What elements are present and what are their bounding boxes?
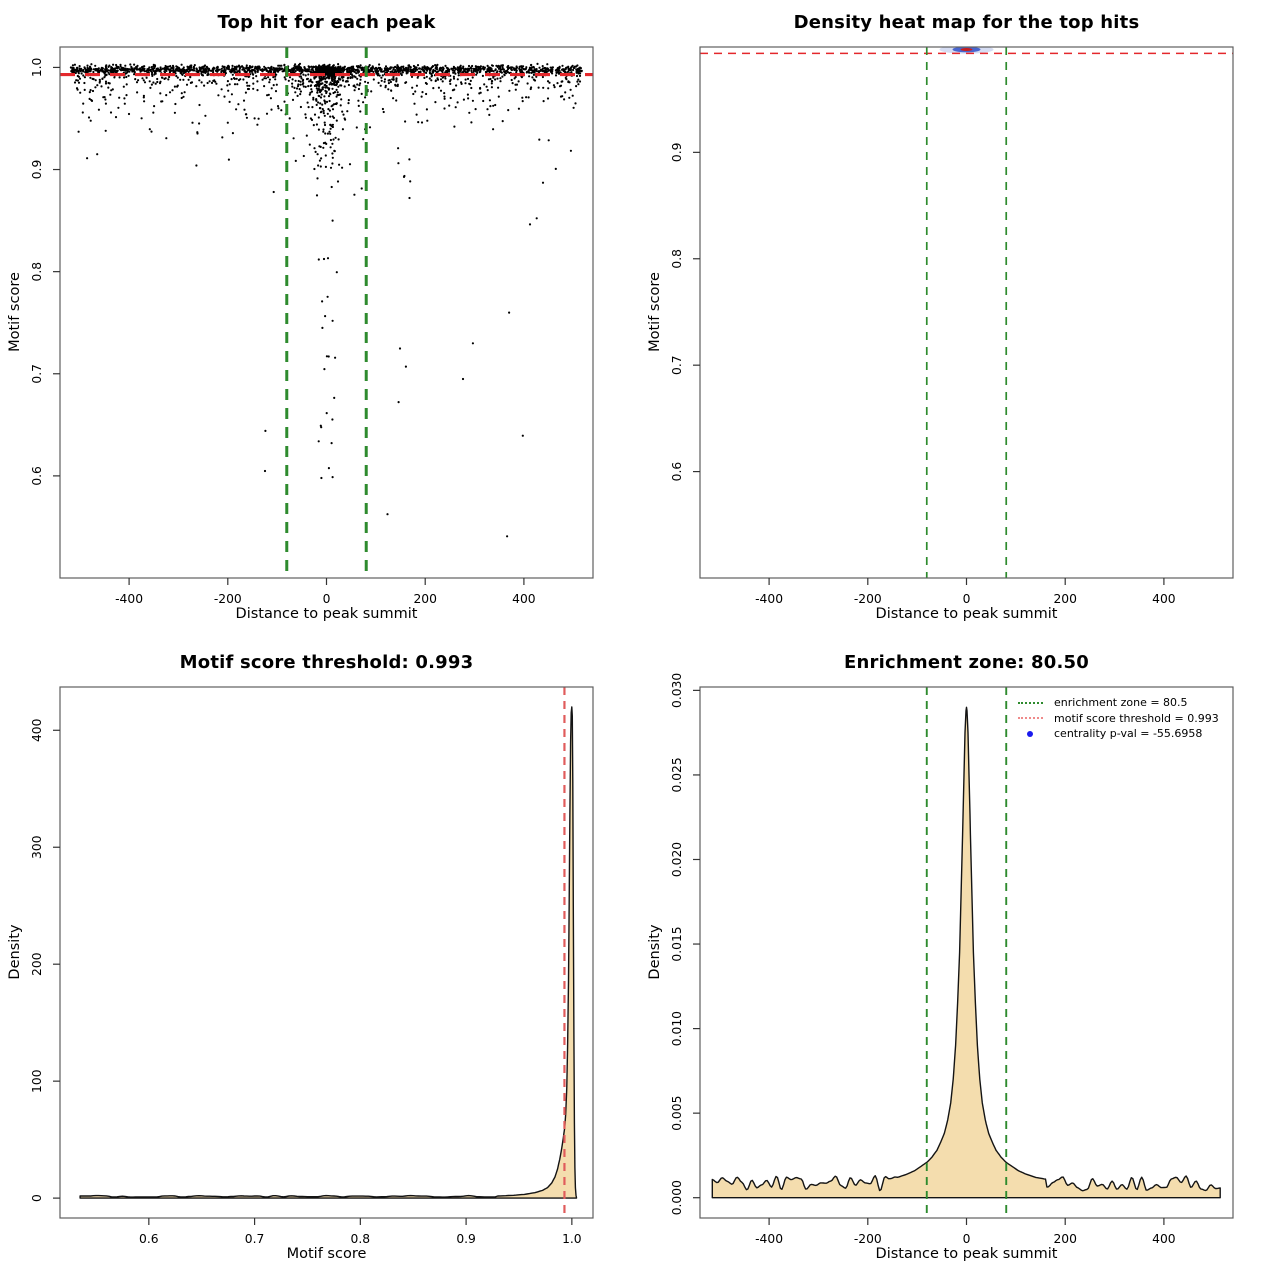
- distance-density-plot: -400 -200 0 200 400 0.000 0.005 0.010 0.015 0.020…: [670, 673, 1234, 1246]
- x-tick-label: -400: [755, 592, 783, 606]
- y-tick-label: 0.010: [670, 1011, 684, 1046]
- x-tick-label: 400: [1152, 1232, 1175, 1246]
- legend-item: centrality p-val = -55.6958: [1018, 726, 1219, 742]
- plot-box: [59, 686, 594, 1219]
- distance-density-content: [711, 687, 1221, 1218]
- y-axis-label: Density: [647, 924, 663, 980]
- x-tick-label: -400: [115, 592, 143, 606]
- y-axis-label: Motif score: [647, 272, 663, 352]
- x-axis-label: Distance to peak summit: [875, 1246, 1058, 1262]
- scatter-points-cluster-8: [263, 300, 524, 538]
- y-tick-label: 0.9: [30, 160, 44, 180]
- plot-box: [59, 46, 594, 579]
- x-axis-label: Distance to peak summit: [235, 606, 418, 622]
- y-tick-label: 0.020: [670, 842, 684, 877]
- scatter-panel: -400 -200 0 200 400 0.6 0.7 0.8 0.9 1.0 Top hit f…: [0, 0, 640, 640]
- density-curve: [79, 706, 578, 1199]
- x-axis-label: Motif score: [286, 1246, 367, 1262]
- y-tick-label: 0: [30, 1194, 44, 1202]
- scatter-points-cluster-3: [314, 63, 342, 78]
- top-hits-content: [60, 47, 593, 578]
- y-tick-label: 1.0: [30, 58, 44, 78]
- x-tick-label: 200: [1053, 592, 1076, 606]
- scatter-points-cluster-0: [69, 62, 583, 76]
- scatter-plot: -400 -200 0 200 400 0.6 0.7 0.8 0.9 1.0: [30, 46, 594, 606]
- y-tick-label: 100: [30, 1069, 44, 1092]
- scatter-points-cluster-4: [308, 77, 344, 169]
- panel-title: Motif score threshold: 0.993: [179, 652, 474, 673]
- x-axis-label: Distance to peak summit: [875, 606, 1058, 622]
- y-axis-label: Density: [7, 924, 23, 980]
- y-tick-label: 0.9: [670, 143, 684, 163]
- panel-title: Enrichment zone: 80.50: [844, 652, 1089, 673]
- motif-threshold-swatch: [1018, 717, 1043, 720]
- plot-box: [699, 46, 1234, 579]
- x-tick-label: 1.0: [562, 1232, 582, 1246]
- panel-title: Top hit for each peak: [217, 12, 436, 33]
- y-tick-label: 0.005: [670, 1096, 684, 1131]
- y-axis-label: Motif score: [7, 272, 23, 352]
- y-tick-label: 0.015: [670, 926, 684, 961]
- heatmap-plot: -400 -200 0 200 400 0.6 0.7 0.8 0.9: [670, 46, 1234, 606]
- y-tick-label: 0.7: [30, 364, 44, 384]
- y-tick-label: 200: [30, 952, 44, 975]
- heat-blob-core: [960, 48, 973, 51]
- y-tick-label: 0.8: [670, 249, 684, 269]
- x-tick-label: 0: [323, 592, 331, 606]
- legend-item: enrichment zone = 80.5: [1018, 695, 1219, 711]
- y-tick-label: 0.8: [30, 262, 44, 282]
- x-tick-label: 200: [413, 592, 436, 606]
- score-density-panel: 0.6 0.7 0.8 0.9 1.0 0 100 200 300 400 Motif score…: [0, 640, 640, 1280]
- x-tick-label: 0: [963, 1232, 971, 1246]
- y-tick-label: 400: [30, 719, 44, 742]
- x-tick-label: 0.7: [245, 1232, 265, 1246]
- x-tick-label: 0.9: [456, 1232, 476, 1246]
- x-tick-label: 0.6: [139, 1232, 159, 1246]
- y-tick-label: 0.7: [670, 355, 684, 375]
- legend-label: motif score threshold = 0.993: [1054, 711, 1219, 725]
- distance-density-panel: -400 -200 0 200 400 0.000 0.005 0.010 0.015 0.020…: [640, 640, 1280, 1280]
- x-tick-label: -400: [755, 1232, 783, 1246]
- scatter-points-cluster-5: [315, 150, 340, 480]
- centrality-pval-dot: [1027, 730, 1033, 737]
- y-tick-label: 0.000: [670, 1180, 684, 1215]
- x-tick-label: -200: [854, 592, 882, 606]
- legend-label: enrichment zone = 80.5: [1054, 696, 1188, 710]
- panel-title: Density heat map for the top hits: [793, 12, 1140, 33]
- x-tick-label: 400: [1152, 592, 1175, 606]
- y-tick-label: 0.030: [670, 673, 684, 708]
- heatmap-content: [700, 47, 1233, 578]
- x-tick-label: -200: [854, 1232, 882, 1246]
- x-tick-label: 400: [512, 592, 535, 606]
- score-density-plot: 0.6 0.7 0.8 0.9 1.0 0 100 200 300 400: [30, 686, 594, 1246]
- legend-item: motif score threshold = 0.993: [1018, 711, 1219, 727]
- x-tick-label: 0.8: [351, 1232, 371, 1246]
- x-tick-label: -200: [214, 592, 242, 606]
- x-tick-label: 200: [1053, 1232, 1076, 1246]
- score-density-content: [79, 687, 578, 1218]
- y-tick-label: 300: [30, 835, 44, 858]
- x-tick-label: 0: [963, 592, 971, 606]
- y-tick-label: 0.6: [30, 466, 44, 486]
- legend: enrichment zone = 80.5 motif score thres…: [1018, 695, 1219, 742]
- y-tick-label: 0.6: [670, 462, 684, 482]
- density-curve: [711, 706, 1221, 1199]
- scatter-points-cluster-6: [75, 76, 580, 171]
- y-tick-label: 0.025: [670, 757, 684, 792]
- legend-label: centrality p-val = -55.6958: [1054, 727, 1203, 741]
- heatmap-panel: -400 -200 0 200 400 0.6 0.7 0.8 0.9 Density heat…: [640, 0, 1280, 640]
- enrichment-zone-swatch: [1018, 701, 1043, 704]
